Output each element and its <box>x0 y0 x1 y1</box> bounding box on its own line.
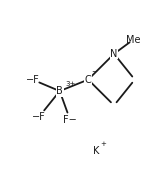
Text: C: C <box>85 75 92 85</box>
Text: F−: F− <box>63 115 77 125</box>
Text: B: B <box>56 86 63 96</box>
Text: −: − <box>91 69 97 75</box>
Text: +: + <box>101 141 106 147</box>
Text: Me: Me <box>126 35 141 44</box>
Text: K: K <box>93 146 99 156</box>
Text: 3+: 3+ <box>65 81 75 87</box>
Text: −F: −F <box>32 112 46 122</box>
Text: N: N <box>110 49 118 59</box>
Text: −F: −F <box>26 75 39 85</box>
